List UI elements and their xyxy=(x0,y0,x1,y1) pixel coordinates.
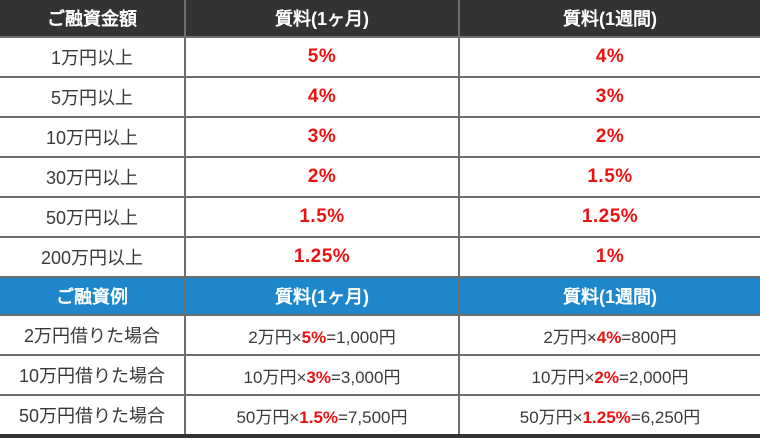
header-cell-weekly-fee: 質料(1週間) xyxy=(458,0,760,37)
monthly-rate-cell: 2% xyxy=(184,156,459,197)
header-cell-weekly-fee: 質料(1週間) xyxy=(458,276,760,315)
formula-prefix: 50万円× xyxy=(236,407,300,427)
example-row: 50万円借りた場合 50万円×1.5%=7,500円 50万円×1.25%=6,… xyxy=(0,394,760,436)
monthly-rate-cell: 5% xyxy=(184,36,459,77)
monthly-formula-cell: 50万円×1.5%=7,500円 xyxy=(184,394,459,436)
rate-row: 30万円以上 2% 1.5% xyxy=(0,156,760,197)
rate-header-row: ご融資金額 質料(1ヶ月) 質料(1週間) xyxy=(0,0,760,37)
weekly-formula-cell: 50万円×1.25%=6,250円 xyxy=(458,394,760,436)
formula-rate: 1.5% xyxy=(299,407,339,427)
formula-rate: 1.25% xyxy=(582,407,631,427)
formula-prefix: 2万円× xyxy=(248,327,302,347)
formula-prefix: 2万円× xyxy=(543,327,597,347)
example-header-row: ご融資例 質料(1ヶ月) 質料(1週間) xyxy=(0,276,760,315)
monthly-rate-cell: 3% xyxy=(184,116,459,157)
example-row: 2万円借りた場合 2万円×5%=1,000円 2万円×4%=800円 xyxy=(0,314,760,355)
formula-suffix: =2,000円 xyxy=(618,367,689,387)
rate-row: 50万円以上 1.5% 1.25% xyxy=(0,196,760,237)
weekly-rate-cell: 3% xyxy=(458,76,760,117)
formula-suffix: =1,000円 xyxy=(326,327,396,347)
rate-row: 1万円以上 5% 4% xyxy=(0,36,760,77)
weekly-formula-cell: 10万円×2%=2,000円 xyxy=(458,354,760,395)
header-cell-monthly-fee: 質料(1ヶ月) xyxy=(184,276,459,315)
formula-prefix: 10万円× xyxy=(243,367,307,387)
amount-cell: 200万円以上 xyxy=(0,236,185,277)
header-cell-monthly-fee: 質料(1ヶ月) xyxy=(184,0,459,37)
formula-rate: 3% xyxy=(306,367,331,387)
formula-rate: 4% xyxy=(596,327,622,347)
monthly-formula-cell: 10万円×3%=3,000円 xyxy=(184,354,459,395)
formula-suffix: =7,500円 xyxy=(338,407,408,427)
formula-prefix: 50万円× xyxy=(519,407,583,427)
amount-cell: 50万円以上 xyxy=(0,196,185,237)
weekly-formula-cell: 2万円×4%=800円 xyxy=(458,314,760,355)
rate-row: 10万円以上 3% 2% xyxy=(0,116,760,157)
amount-cell: 1万円以上 xyxy=(0,36,185,77)
case-cell: 10万円借りた場合 xyxy=(0,354,185,395)
formula-suffix: =3,000円 xyxy=(330,367,401,387)
amount-cell: 5万円以上 xyxy=(0,76,185,117)
rate-row: 5万円以上 4% 3% xyxy=(0,76,760,117)
weekly-rate-cell: 1.25% xyxy=(458,196,760,237)
amount-cell: 10万円以上 xyxy=(0,116,185,157)
weekly-rate-cell: 4% xyxy=(458,36,760,77)
formula-rate: 5% xyxy=(301,327,327,347)
weekly-rate-cell: 1.5% xyxy=(458,156,760,197)
case-cell: 50万円借りた場合 xyxy=(0,394,185,436)
formula-suffix: =6,250円 xyxy=(630,407,701,427)
example-row: 10万円借りた場合 10万円×3%=3,000円 10万円×2%=2,000円 xyxy=(0,354,760,395)
header-cell-loan-example: ご融資例 xyxy=(0,276,185,315)
monthly-formula-cell: 2万円×5%=1,000円 xyxy=(184,314,459,355)
formula-rate: 2% xyxy=(594,367,619,387)
monthly-rate-cell: 1.5% xyxy=(184,196,459,237)
monthly-rate-cell: 4% xyxy=(184,76,459,117)
weekly-rate-cell: 1% xyxy=(458,236,760,277)
formula-suffix: =800円 xyxy=(621,327,677,347)
rate-row: 200万円以上 1.25% 1% xyxy=(0,236,760,277)
formula-prefix: 10万円× xyxy=(531,367,595,387)
case-cell: 2万円借りた場合 xyxy=(0,314,185,355)
monthly-rate-cell: 1.25% xyxy=(184,236,459,277)
header-cell-loan-amount: ご融資金額 xyxy=(0,0,185,37)
amount-cell: 30万円以上 xyxy=(0,156,185,197)
weekly-rate-cell: 2% xyxy=(458,116,760,157)
